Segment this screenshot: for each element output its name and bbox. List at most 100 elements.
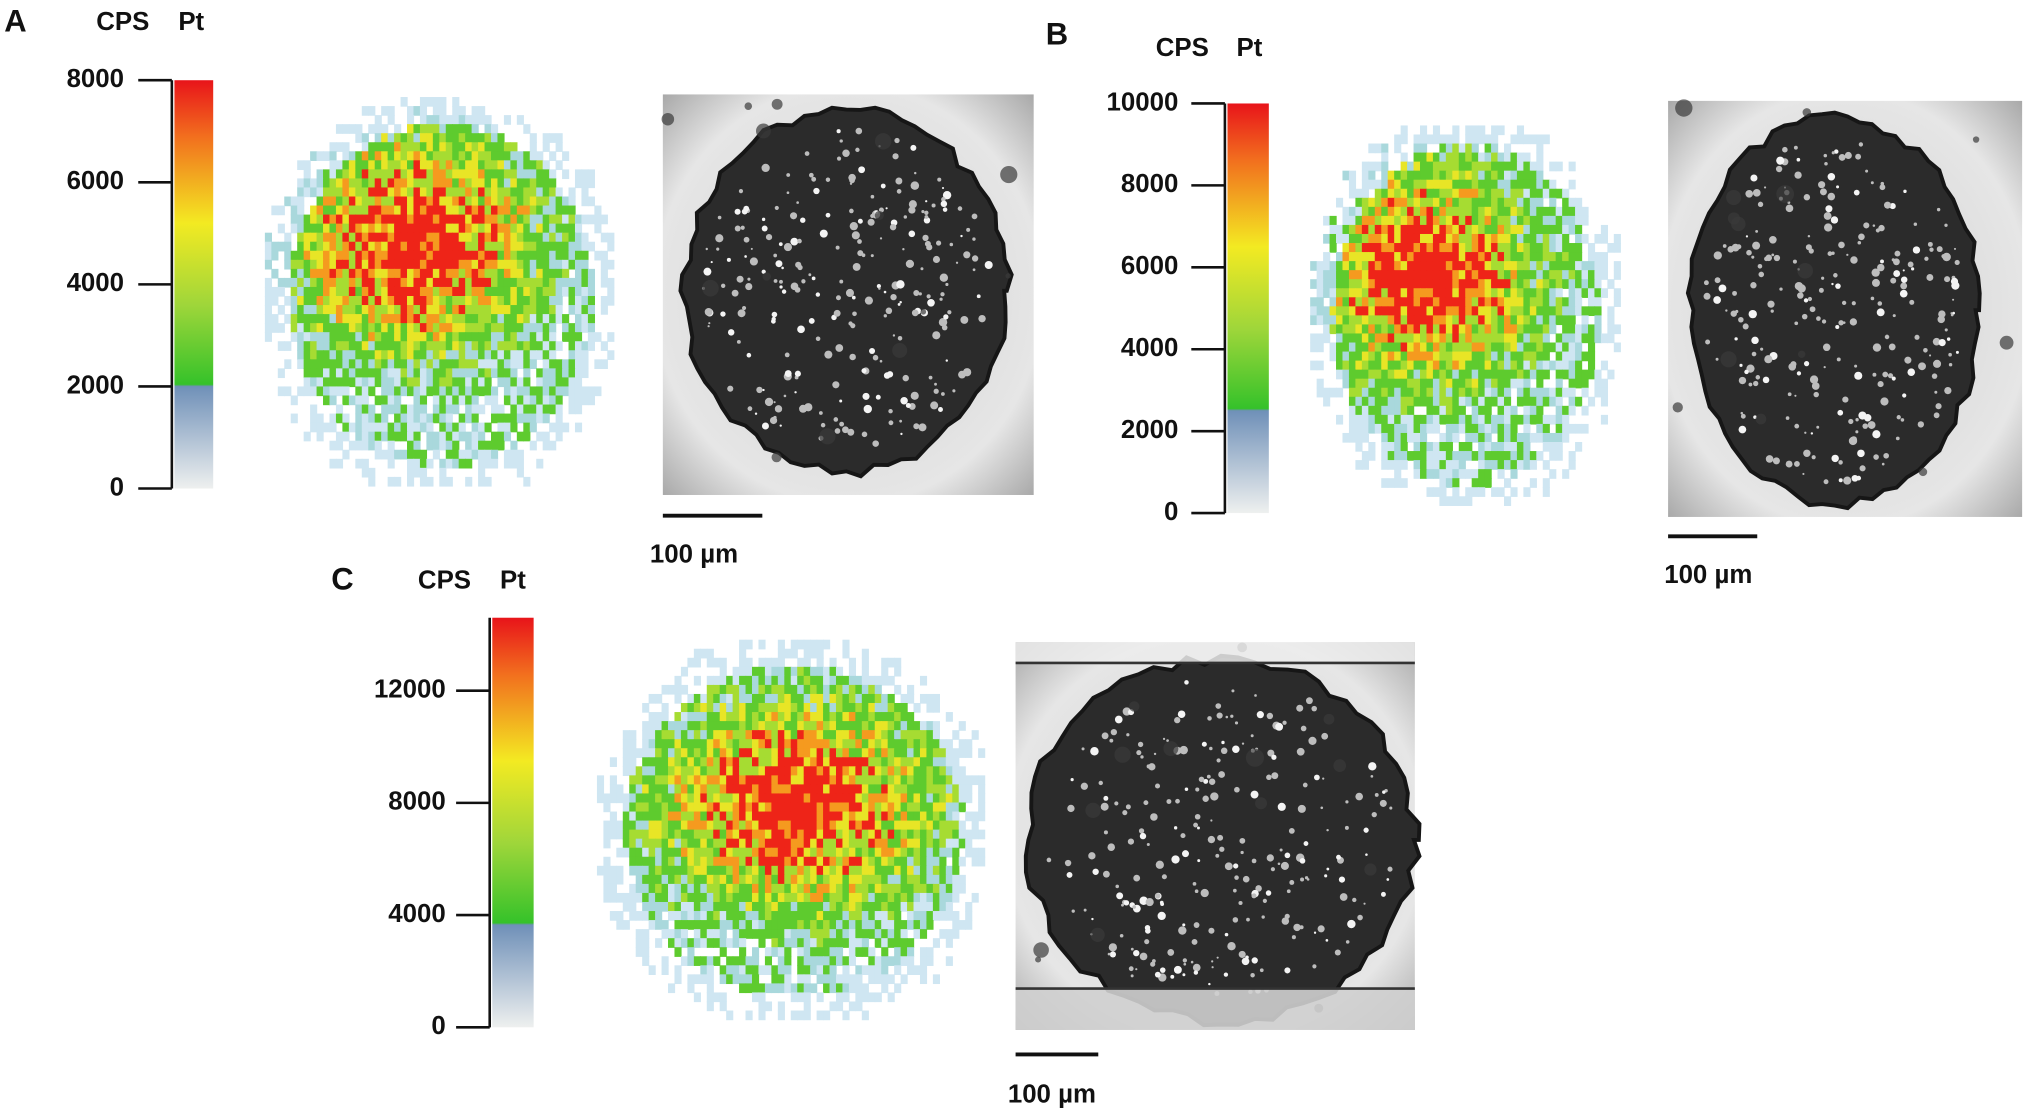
heatmap-pixel xyxy=(303,359,311,370)
heatmap-pixel xyxy=(426,332,434,342)
heatmap-pixel xyxy=(848,757,857,767)
heatmap-pixel xyxy=(881,793,889,804)
micrograph-speck xyxy=(1948,362,1953,367)
micrograph-speck xyxy=(842,149,850,157)
micrograph-speck xyxy=(737,309,746,318)
heatmap-pixel xyxy=(374,377,382,388)
heatmap-pixel xyxy=(674,675,682,686)
heatmap-pixel xyxy=(842,757,850,767)
heatmap-pixel xyxy=(419,332,428,342)
heatmap-pixel xyxy=(361,187,369,198)
heatmap-pixel xyxy=(790,874,798,885)
heatmap-pixel xyxy=(1342,288,1350,298)
heatmap-pixel xyxy=(264,241,272,252)
heatmap-pixel xyxy=(1497,351,1505,362)
heatmap-pixel xyxy=(516,115,524,125)
heatmap-pixel xyxy=(400,286,408,297)
heatmap-pixel xyxy=(484,223,492,234)
heatmap-pixel xyxy=(816,730,824,740)
heatmap-pixel xyxy=(1374,324,1382,335)
heatmap-pixel xyxy=(616,847,624,858)
heatmap-pixel xyxy=(1329,261,1337,271)
heatmap-pixel xyxy=(1407,360,1415,371)
heatmap-pixel xyxy=(465,232,473,243)
heatmap-pixel xyxy=(706,811,714,822)
heatmap-pixel xyxy=(1432,360,1441,371)
heatmap-pixel xyxy=(413,377,421,388)
heatmap-pixel xyxy=(907,892,915,903)
heatmap-pixel xyxy=(777,856,785,867)
heatmap-pixel xyxy=(1329,224,1337,235)
heatmap-pixel xyxy=(1387,170,1395,181)
heatmap-pixel xyxy=(1361,333,1369,344)
heatmap-pixel xyxy=(465,295,473,306)
heatmap-pixel xyxy=(803,684,811,695)
heatmap-pixel xyxy=(616,820,624,831)
heatmap-pixel xyxy=(503,214,512,225)
heatmap-pixel xyxy=(1336,270,1344,280)
heatmap-pixel xyxy=(1478,261,1486,271)
heatmap-pixel xyxy=(932,775,940,786)
heatmap-pixel xyxy=(1432,405,1441,416)
heatmap-pixel xyxy=(426,377,434,388)
micrograph-speck xyxy=(1758,271,1765,278)
heatmap-pixel xyxy=(361,305,369,315)
micrograph-speck xyxy=(1833,273,1838,278)
heatmap-pixel xyxy=(1439,324,1447,335)
heatmap-pixel xyxy=(655,811,663,822)
heatmap-pixel xyxy=(387,268,395,279)
heatmap-pixel xyxy=(1600,224,1609,235)
micrograph-speck xyxy=(773,279,778,283)
heatmap-pixel xyxy=(1348,288,1357,298)
micrograph-speck xyxy=(1807,234,1811,238)
heatmap-pixel xyxy=(894,666,902,677)
micrograph-speck xyxy=(870,254,874,258)
heatmap-pixel xyxy=(587,196,596,207)
heatmap-pixel xyxy=(465,377,473,388)
heatmap-pixel xyxy=(329,422,337,433)
heatmap-pixel xyxy=(848,693,857,704)
heatmap-pixel xyxy=(348,169,356,180)
micrograph-speck xyxy=(1809,306,1816,313)
heatmap-pixel xyxy=(490,187,499,198)
heatmap-pixel xyxy=(1439,179,1447,190)
heatmap-pixel xyxy=(536,151,544,161)
heatmap-pixel xyxy=(816,766,824,777)
heatmap-pixel xyxy=(1594,297,1602,307)
micrograph-speck xyxy=(1887,373,1894,379)
heatmap-pixel xyxy=(1452,179,1460,190)
heatmap-pixel xyxy=(568,277,576,288)
heatmap-pixel xyxy=(1471,432,1479,443)
heatmap-pixel xyxy=(881,820,889,831)
micrograph-speck xyxy=(862,392,870,400)
heatmap-pixel xyxy=(635,748,643,758)
heatmap-pixel xyxy=(1529,351,1537,362)
heatmap-pixel xyxy=(387,115,395,125)
heatmap-pixel xyxy=(1478,460,1486,470)
heatmap-pixel xyxy=(758,657,766,668)
heatmap-pixel xyxy=(1400,396,1408,407)
micrograph-speck xyxy=(1904,356,1912,364)
heatmap-pixel xyxy=(719,901,727,912)
heatmap-pixel xyxy=(1368,387,1376,398)
heatmap-pixel xyxy=(394,449,402,460)
heatmap-pixel xyxy=(536,160,544,171)
heatmap-pixel xyxy=(861,775,869,786)
heatmap-pixel xyxy=(497,440,505,451)
heatmap-pixel xyxy=(290,413,298,424)
heatmap-pixel xyxy=(607,232,615,243)
heatmap-pixel xyxy=(374,286,382,297)
heatmap-pixel xyxy=(1407,369,1415,380)
heatmap-pixel xyxy=(516,295,524,306)
heatmap-pixel xyxy=(745,675,753,686)
heatmap-pixel xyxy=(542,259,550,270)
heatmap-pixel xyxy=(426,142,434,152)
micrograph-speck xyxy=(1848,418,1854,425)
heatmap-pixel xyxy=(913,802,921,813)
heatmap-pixel xyxy=(1439,369,1447,380)
heatmap-pixel xyxy=(1432,279,1441,289)
heatmap-pixel xyxy=(777,892,785,903)
heatmap-pixel xyxy=(713,802,721,813)
heatmap-pixel xyxy=(1432,378,1441,389)
heatmap-pixel xyxy=(277,341,285,351)
